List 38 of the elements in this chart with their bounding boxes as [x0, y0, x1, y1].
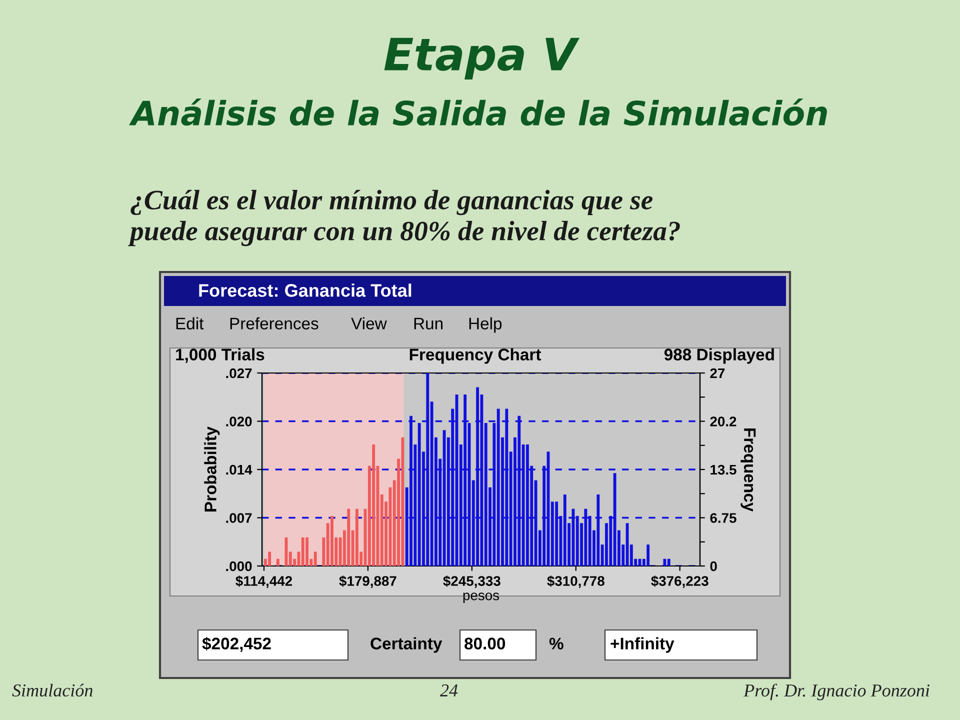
text: Help — [469, 317, 502, 333]
chart-title: Etapa V — [384, 38, 580, 80]
text: Run — [414, 318, 442, 330]
y2-tick-label: 27 — [710, 368, 725, 378]
text: View — [351, 317, 387, 330]
y-tick-label: .014 — [226, 464, 252, 475]
x-tick-label: $376,223 — [651, 575, 708, 588]
text: 1,000 Trials — [176, 348, 264, 363]
text: Certainty — [370, 637, 442, 653]
text: Frequency Chart — [410, 348, 542, 364]
y-tick-label: .007 — [226, 513, 252, 523]
text: 80.00 — [464, 638, 506, 650]
text: Edit — [176, 317, 204, 330]
text: 988 Displayed — [664, 348, 774, 364]
x-tick-label: $179,887 — [339, 575, 396, 588]
y-tick-label: .000 — [226, 561, 252, 572]
text: Preferences — [230, 317, 318, 330]
y2-axis-title: Frequency — [740, 428, 756, 512]
text: $202,452 — [202, 636, 271, 652]
text: Simulación — [12, 684, 92, 697]
x-tick-label: $114,442 — [236, 575, 292, 588]
y2-tick-label: 0 — [710, 561, 717, 572]
chart-subtitle: Análisis de la Salida de la Simulación — [128, 98, 827, 126]
x-tick-label: $245,333 — [443, 575, 500, 588]
text: +Infinity — [610, 637, 674, 653]
text: ¿Cuál es el valor mínimo de ganancias que se puede asegurar con un 80% de nivel de certeza? — [128, 190, 680, 246]
text: 24 — [440, 684, 458, 696]
text: Forecast: Ganancia Total — [199, 284, 412, 297]
text: % — [549, 638, 564, 650]
y-tick-label: .020 — [226, 416, 252, 426]
y2-tick-label: 6.75 — [710, 513, 736, 523]
y2-tick-label: 13.5 — [710, 464, 736, 475]
text: Prof. Dr. Ignacio Ponzoni — [744, 684, 930, 700]
x-axis-title: pesos — [463, 592, 500, 604]
y-axis-title: Probability — [204, 426, 220, 512]
y-tick-label: .027 — [226, 368, 252, 378]
y2-tick-label: 20.2 — [710, 416, 736, 426]
x-tick-label: $310,778 — [547, 575, 604, 588]
